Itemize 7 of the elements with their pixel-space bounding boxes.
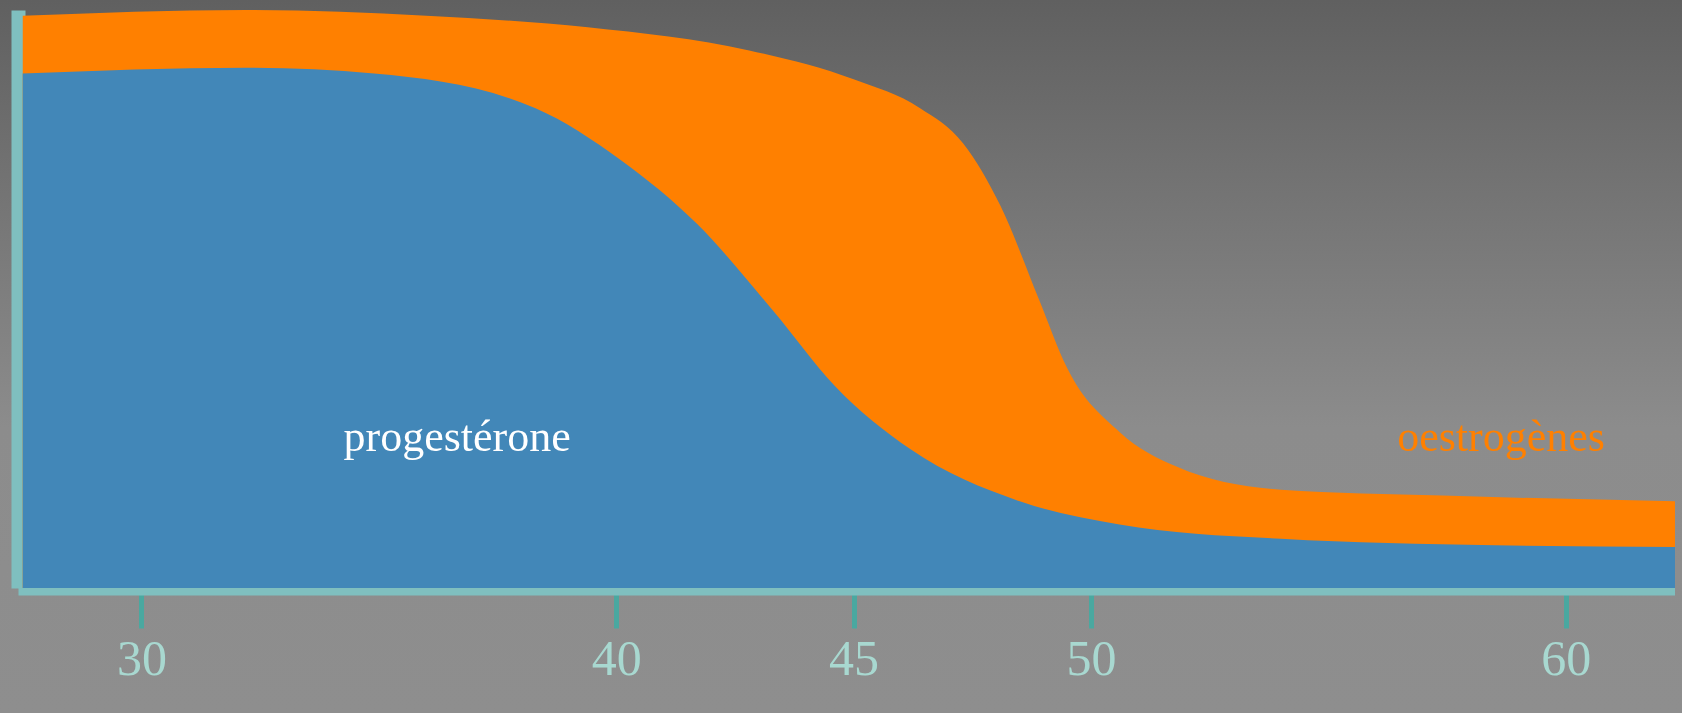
x-tick-label: 40 (591, 629, 642, 686)
x-tick-label: 60 (1541, 629, 1592, 686)
series-label: oestrogènes (1397, 411, 1605, 461)
x-tick-label: 50 (1066, 629, 1117, 686)
series-label: progestérone (343, 411, 571, 461)
x-tick-label: 45 (829, 629, 880, 686)
x-tick-label: 30 (116, 629, 167, 686)
